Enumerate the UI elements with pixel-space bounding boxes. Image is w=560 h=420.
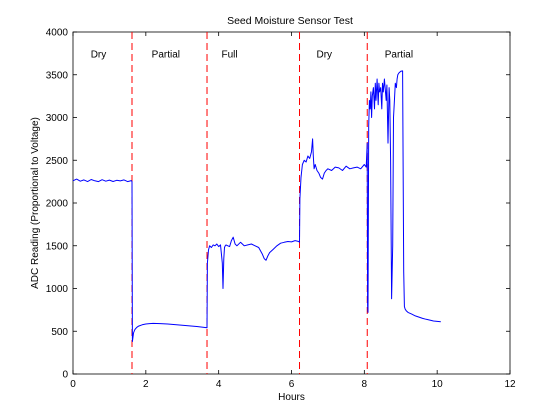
chart-title: Seed Moisture Sensor Test: [227, 15, 353, 27]
y-tick-label: 0: [62, 370, 68, 381]
phase-label: Partial: [152, 50, 180, 61]
series-line: [72, 70, 441, 342]
y-tick-label: 3000: [46, 113, 69, 124]
y-tick-label: 2500: [46, 156, 69, 167]
y-tick-label: 2000: [46, 199, 69, 210]
y-tick-label: 1500: [46, 241, 69, 252]
x-tick-label: 0: [70, 379, 76, 390]
y-axis-label: ADC Reading (Proportional to Voltage): [30, 117, 41, 289]
x-tick-label: 12: [504, 379, 516, 390]
x-tick-label: 2: [143, 379, 149, 390]
phase-label: Full: [222, 50, 238, 61]
x-tick-label: 4: [216, 379, 222, 390]
phase-label: Partial: [385, 50, 413, 61]
y-tick-label: 1000: [46, 284, 69, 295]
x-tick-label: 8: [362, 379, 368, 390]
x-tick-label: 10: [432, 379, 444, 390]
phase-label: Dry: [91, 50, 107, 61]
y-tick-label: 3500: [46, 70, 69, 81]
x-tick-label: 6: [289, 379, 295, 390]
x-axis-label: Hours: [278, 392, 305, 403]
y-tick-label: 500: [51, 327, 68, 338]
phase-label: Dry: [316, 50, 332, 61]
plot-frame: [72, 31, 511, 375]
y-tick-label: 4000: [46, 28, 69, 39]
